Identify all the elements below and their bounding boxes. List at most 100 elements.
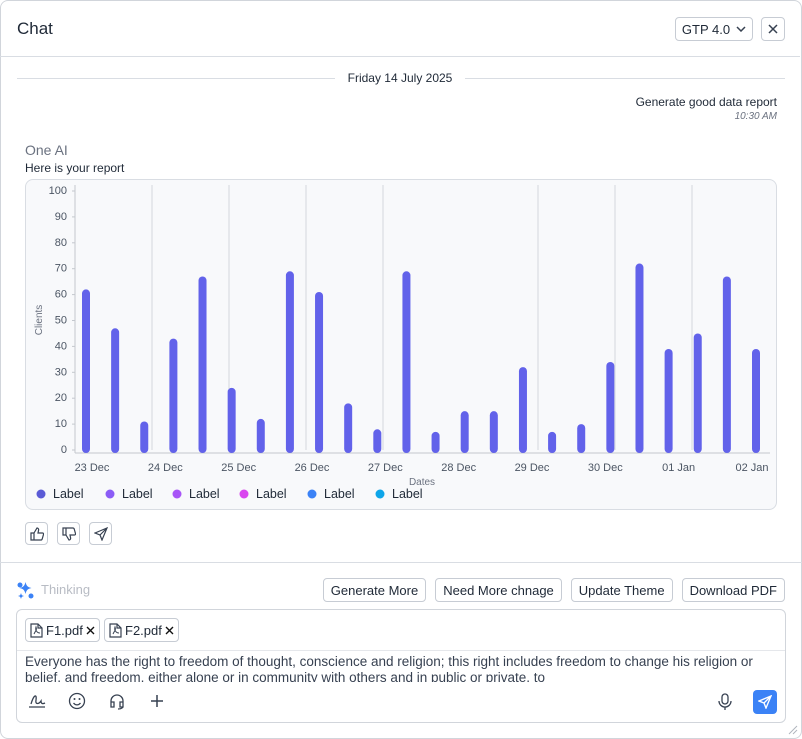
y-tick-label: 20	[55, 392, 67, 404]
send-button[interactable]	[753, 690, 777, 714]
resize-handle[interactable]	[788, 725, 798, 735]
bar	[111, 328, 120, 453]
y-tick-label: 60	[55, 289, 67, 301]
bar	[577, 424, 586, 453]
attachment-chip[interactable]: F1.pdf	[25, 618, 100, 642]
action-button[interactable]: Generate More	[322, 578, 427, 602]
legend-swatch	[239, 489, 249, 499]
feedback-bar	[25, 522, 112, 545]
legend-swatch	[36, 489, 46, 499]
status-label: Thinking	[41, 582, 91, 597]
action-button[interactable]: Update Theme	[570, 578, 673, 602]
send-icon	[93, 526, 108, 541]
x-axis-label: Dates	[409, 477, 435, 488]
message-input[interactable]: Everyone has the right to freedom of tho…	[25, 654, 753, 682]
model-select[interactable]: GTP 4.0	[675, 17, 753, 41]
x-tick-label: 29 Dec	[515, 462, 550, 474]
bar	[198, 276, 207, 453]
assistant-name: One AI	[25, 142, 68, 158]
signature-icon[interactable]	[28, 692, 46, 710]
x-tick-label: 25 Dec	[221, 462, 256, 474]
legend-label: Label	[256, 487, 287, 501]
attachment-chip[interactable]: F2.pdf	[104, 618, 179, 642]
remove-icon[interactable]	[86, 626, 95, 635]
y-tick-label: 70	[55, 263, 67, 275]
bar	[606, 361, 615, 453]
legend-label: Label	[324, 487, 355, 501]
model-label: GTP 4.0	[681, 21, 731, 37]
legend-swatch	[307, 489, 317, 499]
divider	[465, 78, 785, 79]
y-tick-label: 0	[61, 444, 67, 456]
y-axis-label: Clients	[34, 305, 45, 336]
thumbs-down-icon	[61, 526, 76, 541]
like-button[interactable]	[25, 522, 48, 545]
attachment-name: F1.pdf	[46, 622, 83, 638]
bar	[489, 411, 498, 453]
y-tick-label: 50	[55, 315, 67, 327]
bar	[227, 387, 236, 453]
pdf-icon	[109, 622, 122, 638]
bar	[518, 367, 527, 453]
action-bar: Generate More Need More chnage Update Th…	[322, 578, 785, 602]
emoji-icon[interactable]	[68, 692, 86, 710]
action-button[interactable]: Need More chnage	[435, 578, 562, 602]
x-tick-label: 01 Jan	[662, 462, 695, 474]
x-tick-label: 24 Dec	[148, 462, 183, 474]
x-tick-label: 23 Dec	[75, 462, 110, 474]
chart-card	[25, 179, 777, 510]
bar	[548, 431, 557, 453]
y-tick-label: 30	[55, 366, 67, 378]
bar	[460, 411, 469, 453]
message-time: 10:30 AM	[734, 111, 777, 122]
chevron-icon	[736, 26, 746, 32]
headset-icon[interactable]	[108, 692, 126, 710]
vertical-dividers	[151, 185, 693, 450]
bar	[285, 271, 294, 453]
bar	[140, 421, 149, 453]
attachment-name: F2.pdf	[125, 622, 162, 638]
input-toolbar	[28, 692, 166, 710]
bar	[664, 348, 673, 453]
pdf-icon	[30, 622, 43, 638]
x-tick-label: 27 Dec	[368, 462, 403, 474]
dislike-button[interactable]	[57, 522, 80, 545]
bar	[722, 276, 731, 453]
legend-label: Label	[53, 487, 84, 501]
legend-label: Label	[392, 487, 423, 501]
close-button[interactable]	[761, 17, 785, 41]
x-tick-label: 28 Dec	[441, 462, 476, 474]
y-tick-label: 10	[55, 418, 67, 430]
mic-icon[interactable]	[718, 693, 732, 711]
bar	[693, 333, 702, 453]
header	[0, 0, 800, 57]
action-button[interactable]: Download PDF	[681, 578, 785, 602]
thumbs-up-icon	[29, 526, 44, 541]
bar	[256, 418, 265, 453]
bar	[82, 289, 90, 453]
close-icon	[768, 24, 778, 34]
bar	[635, 263, 644, 453]
bar	[169, 338, 178, 453]
chart: 0 10 20 30 40 50 60 70 80 90 100 23 Dec 24 Dec 25 Dec…	[34, 185, 770, 501]
divider	[0, 562, 802, 563]
legend-swatch	[105, 489, 115, 499]
legend-swatch	[375, 489, 385, 499]
y-tick-label: 40	[55, 340, 67, 352]
remove-icon[interactable]	[165, 626, 174, 635]
divider	[17, 78, 335, 79]
legend-label: Label	[122, 487, 153, 501]
x-tick-label: 02 Jan	[735, 462, 768, 474]
date-label: Friday 14 July 2025	[347, 71, 453, 85]
bar	[373, 429, 382, 453]
bar	[315, 292, 324, 453]
title: Chat	[17, 19, 53, 38]
thinking-icon	[17, 582, 34, 599]
y-tick-label: 90	[55, 211, 67, 223]
add-icon[interactable]	[148, 692, 166, 710]
divider	[17, 650, 785, 651]
share-button[interactable]	[89, 522, 112, 545]
legend-swatch	[172, 489, 182, 499]
bar	[752, 348, 760, 453]
